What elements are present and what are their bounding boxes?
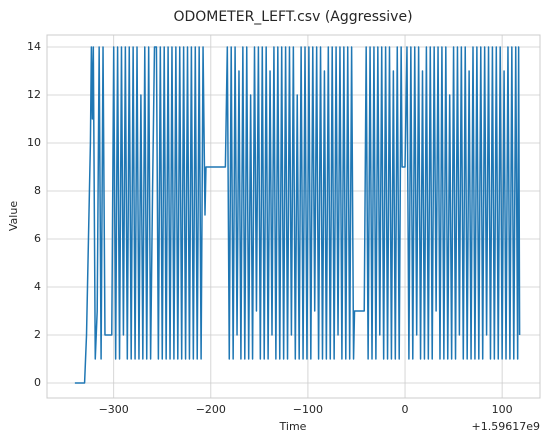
x-axis-label: Time [279, 420, 307, 433]
data-line [74, 46, 521, 384]
x-tick-label: −100 [293, 403, 323, 416]
y-tick-label: 0 [34, 376, 41, 389]
chart-title: ODOMETER_LEFT.csv (Aggressive) [173, 9, 412, 25]
y-tick-label: 8 [34, 184, 41, 197]
x-tick-label: 100 [492, 403, 513, 416]
x-tick-label: −200 [196, 403, 226, 416]
plot-frame [46, 34, 541, 399]
y-tick-label: 12 [27, 88, 41, 101]
y-axis-label: Value [7, 201, 20, 231]
y-tick-label: 4 [34, 280, 41, 293]
x-tick-label: −300 [99, 403, 129, 416]
y-tick-label: 2 [34, 328, 41, 341]
y-tick-label: 14 [27, 40, 41, 53]
y-tick-label: 10 [27, 136, 41, 149]
x-offset-label: +1.59617e9 [472, 420, 540, 433]
x-tick-label: 0 [402, 403, 409, 416]
y-tick-label: 6 [34, 232, 41, 245]
